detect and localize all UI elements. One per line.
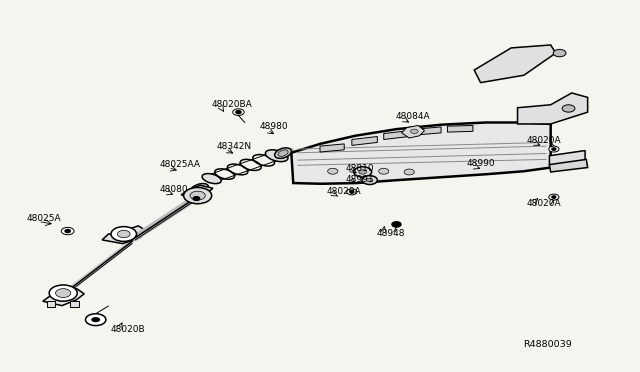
Circle shape: [367, 178, 373, 182]
Polygon shape: [447, 125, 473, 132]
Circle shape: [347, 189, 357, 195]
Text: 48080: 48080: [159, 185, 188, 194]
Polygon shape: [549, 151, 585, 168]
Circle shape: [548, 146, 559, 152]
Circle shape: [117, 230, 130, 238]
Text: 48342N: 48342N: [217, 142, 252, 151]
Text: 48020A: 48020A: [527, 136, 561, 145]
Ellipse shape: [278, 150, 288, 156]
Text: 48948: 48948: [376, 229, 404, 238]
Ellipse shape: [266, 150, 288, 162]
Text: R4880039: R4880039: [523, 340, 572, 349]
Ellipse shape: [202, 174, 221, 184]
Circle shape: [410, 129, 418, 134]
Circle shape: [404, 169, 414, 175]
Polygon shape: [320, 144, 344, 152]
Circle shape: [359, 170, 367, 174]
Text: 48025AA: 48025AA: [159, 160, 200, 169]
Polygon shape: [415, 127, 441, 135]
Circle shape: [562, 105, 575, 112]
Circle shape: [353, 168, 364, 174]
Circle shape: [379, 168, 389, 174]
Polygon shape: [474, 45, 556, 83]
Circle shape: [553, 49, 566, 57]
Circle shape: [552, 196, 556, 198]
Circle shape: [56, 289, 71, 298]
Polygon shape: [352, 137, 378, 145]
Text: 48020A: 48020A: [527, 199, 561, 208]
Circle shape: [184, 187, 212, 204]
Circle shape: [190, 191, 205, 200]
Circle shape: [392, 222, 401, 227]
Circle shape: [65, 230, 70, 232]
Circle shape: [552, 148, 556, 150]
Circle shape: [548, 194, 559, 200]
Polygon shape: [70, 301, 79, 307]
Polygon shape: [102, 226, 147, 244]
Circle shape: [193, 197, 200, 201]
Polygon shape: [518, 93, 588, 124]
Text: 48810: 48810: [346, 164, 374, 173]
Polygon shape: [47, 301, 55, 307]
Polygon shape: [181, 185, 213, 198]
Text: 48020A: 48020A: [326, 187, 361, 196]
Text: 48020B: 48020B: [111, 326, 146, 334]
Text: 48025A: 48025A: [27, 214, 61, 223]
Circle shape: [350, 191, 354, 193]
Text: 48020BA: 48020BA: [212, 100, 252, 109]
Circle shape: [236, 111, 241, 113]
Circle shape: [86, 314, 106, 326]
Ellipse shape: [189, 183, 209, 196]
Circle shape: [354, 167, 372, 177]
Polygon shape: [384, 131, 409, 140]
Text: 48084A: 48084A: [395, 112, 430, 121]
Polygon shape: [43, 289, 84, 306]
Polygon shape: [291, 122, 550, 184]
Circle shape: [233, 109, 244, 115]
Text: 48991: 48991: [346, 175, 374, 184]
Circle shape: [61, 227, 74, 235]
Ellipse shape: [193, 186, 205, 193]
Text: 48980: 48980: [259, 122, 288, 131]
Text: 48990: 48990: [467, 159, 495, 169]
Ellipse shape: [275, 148, 291, 158]
Circle shape: [92, 317, 100, 322]
Polygon shape: [401, 125, 424, 138]
Circle shape: [328, 168, 338, 174]
Circle shape: [111, 227, 136, 241]
Circle shape: [362, 176, 378, 185]
Circle shape: [49, 285, 77, 301]
Polygon shape: [549, 160, 588, 172]
